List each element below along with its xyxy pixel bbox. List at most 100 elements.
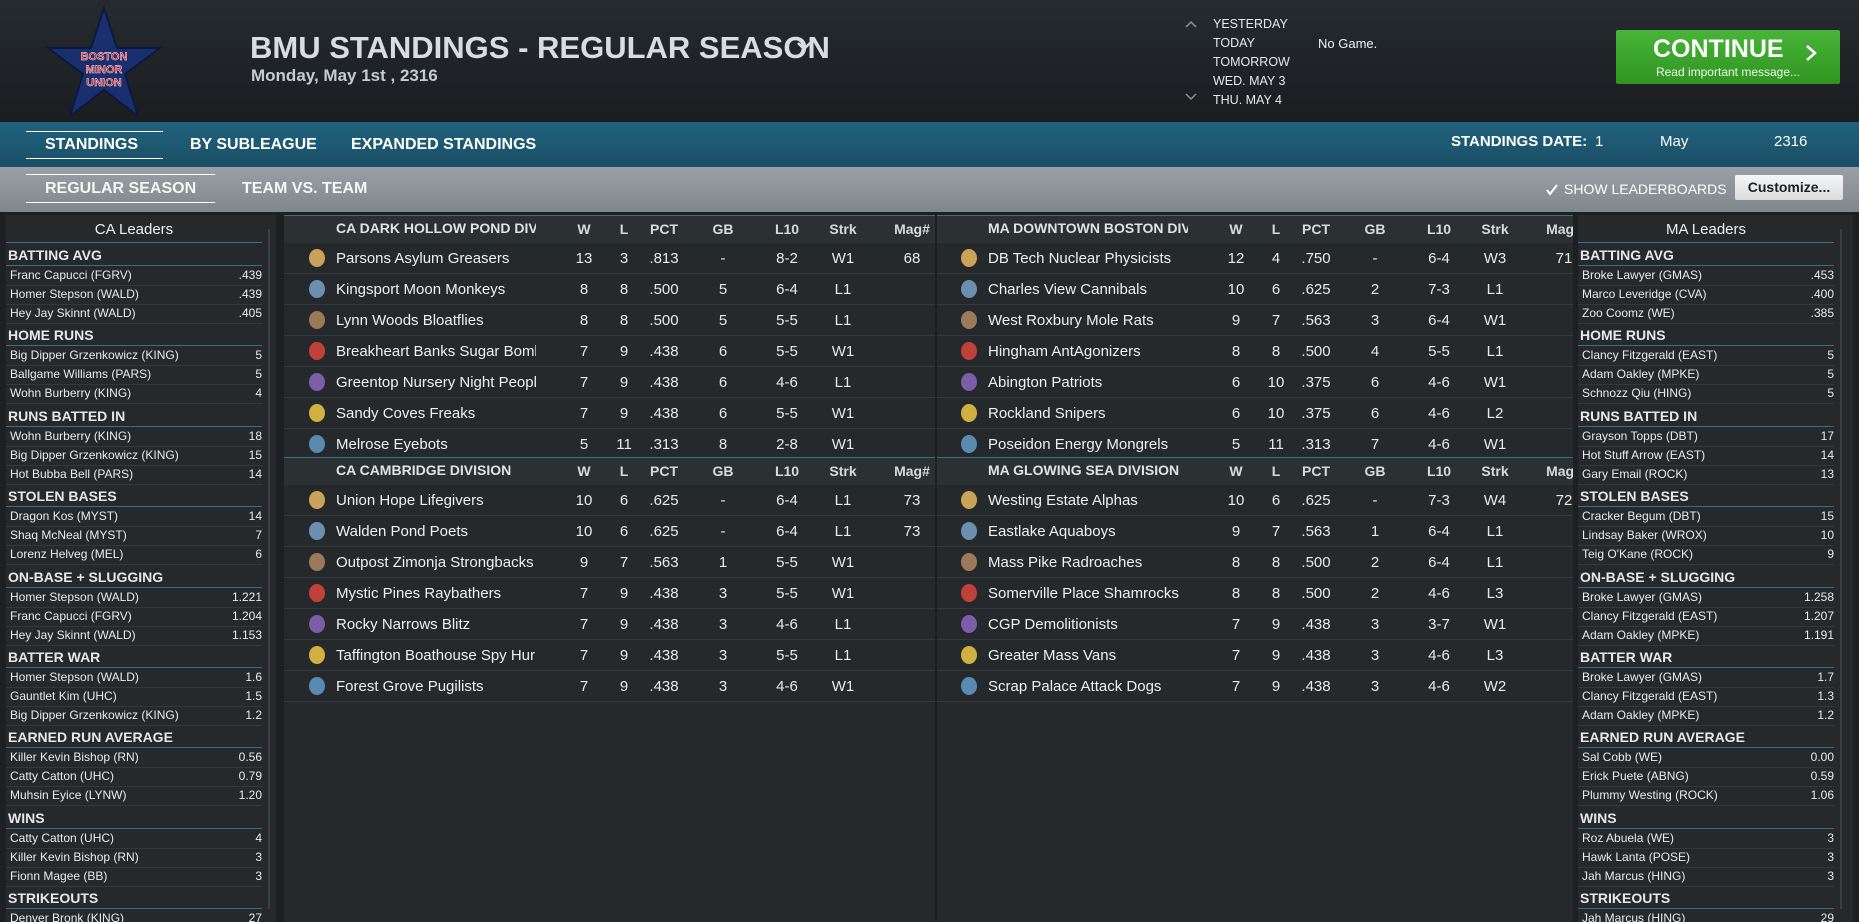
team-name[interactable]: Forest Grove Pugilists — [336, 678, 484, 695]
column-header[interactable]: Strk — [1481, 221, 1509, 237]
leader-name[interactable]: Cracker Begum (DBT) — [1582, 509, 1701, 524]
column-header[interactable]: GB — [1364, 221, 1386, 237]
schedule-day[interactable]: TODAY — [1213, 36, 1255, 50]
leader-name[interactable]: Jah Marcus (HING) — [1582, 911, 1686, 922]
leader-name[interactable]: Big Dipper Grzenkowicz (KING) — [10, 708, 179, 722]
team-name[interactable]: Walden Pond Poets — [336, 523, 469, 540]
team-name[interactable]: Greentop Nursery Night Peopl — [336, 374, 536, 391]
column-header[interactable]: Mag# — [894, 463, 930, 479]
leader-name[interactable]: Hawk Lanta (POSE) — [1582, 849, 1691, 864]
team-name[interactable]: DB Tech Nuclear Physicists — [988, 250, 1172, 267]
team-name[interactable]: Melrose Eyebots — [336, 436, 448, 453]
leader-name[interactable]: Killer Kevin Bishop (RN) — [10, 750, 139, 765]
leader-name[interactable]: Fionn Magee (BB) — [10, 868, 108, 883]
leader-name[interactable]: Big Dipper Grzenkowicz (KING) — [10, 447, 179, 462]
team-name[interactable]: Eastlake Aquaboys — [988, 523, 1116, 540]
leader-name[interactable]: Dragon Kos (MYST) — [10, 509, 119, 524]
leader-name[interactable]: Killer Kevin Bishop (RN) — [10, 849, 139, 864]
continue-button[interactable]: CONTINUE Read important message... — [1616, 30, 1840, 84]
team-name[interactable]: Rocky Narrows Blitz — [336, 616, 471, 633]
team-name[interactable]: Mystic Pines Raybathers — [336, 585, 502, 602]
team-name[interactable]: Breakheart Banks Sugar Bomb — [336, 343, 536, 360]
leader-name[interactable]: Big Dipper Grzenkowicz (KING) — [10, 348, 179, 363]
column-header[interactable]: W — [577, 463, 591, 479]
team-name[interactable]: Westing Estate Alphas — [988, 492, 1138, 509]
leader-name[interactable]: Catty Catton (UHC) — [10, 769, 115, 784]
column-header[interactable]: L10 — [1426, 221, 1452, 237]
team-name[interactable]: Outpost Zimonja Strongbacks — [336, 554, 534, 571]
leader-name[interactable]: Clancy Fitzgerald (EAST) — [1582, 608, 1718, 623]
column-header[interactable]: L10 — [774, 463, 800, 479]
subtab[interactable]: REGULAR SEASON — [45, 180, 197, 197]
standings-day[interactable]: 1 — [1595, 133, 1604, 150]
leader-name[interactable]: Grayson Topps (DBT) — [1582, 428, 1698, 443]
leader-name[interactable]: Wohn Burberry (KING) — [10, 386, 132, 401]
column-header[interactable]: Mag# — [1546, 463, 1573, 479]
leader-name[interactable]: Franc Capucci (FGRV) — [10, 268, 132, 282]
column-header[interactable]: W — [1229, 221, 1243, 237]
column-header[interactable]: PCT — [1302, 221, 1330, 237]
leader-name[interactable]: Broke Lawyer (GMAS) — [1582, 670, 1703, 684]
schedule-day[interactable]: WED. MAY 3 — [1213, 74, 1286, 88]
schedule-arrows[interactable] — [1183, 16, 1199, 106]
team-name[interactable]: Rockland Snipers — [988, 405, 1106, 422]
leader-name[interactable]: Teig O'Kane (ROCK) — [1582, 547, 1693, 562]
leader-name[interactable]: Clancy Fitzgerald (EAST) — [1582, 348, 1718, 363]
leader-name[interactable]: Gauntlet Kim (UHC) — [10, 689, 117, 703]
column-header[interactable]: L — [619, 221, 629, 237]
standings-year[interactable]: 2316 — [1774, 133, 1808, 150]
leader-name[interactable]: Hey Jay Skinnt (WALD) — [10, 306, 136, 320]
column-header[interactable]: L10 — [774, 221, 800, 237]
leader-name[interactable]: Jah Marcus (HING) — [1582, 868, 1686, 883]
column-header[interactable]: W — [577, 221, 591, 237]
leader-name[interactable]: Hey Jay Skinnt (WALD) — [10, 627, 136, 642]
tab[interactable]: STANDINGS — [45, 136, 139, 153]
leader-name[interactable]: Schnozz Qiu (HING) — [1582, 386, 1692, 401]
team-name[interactable]: Poseidon Energy Mongrels — [988, 436, 1169, 453]
leader-name[interactable]: Plummy Westing (ROCK) — [1582, 788, 1718, 803]
leader-name[interactable]: Adam Oakley (MPKE) — [1582, 627, 1700, 642]
team-name[interactable]: Lynn Woods Bloatflies — [336, 312, 484, 329]
leader-name[interactable]: Lorenz Helveg (MEL) — [10, 547, 124, 562]
team-name[interactable]: Charles View Cannibals — [988, 281, 1147, 298]
column-header[interactable]: PCT — [1302, 463, 1330, 479]
team-name[interactable]: Abington Patriots — [988, 374, 1103, 391]
leader-name[interactable]: Zoo Coomz (WE) — [1582, 306, 1675, 320]
schedule-day[interactable]: YESTERDAY — [1213, 17, 1288, 31]
leader-name[interactable]: Adam Oakley (MPKE) — [1582, 708, 1700, 722]
dropdown-arrow[interactable] — [796, 40, 812, 52]
leader-name[interactable]: Lindsay Baker (WROX) — [1582, 528, 1707, 543]
leader-name[interactable]: Adam Oakley (MPKE) — [1582, 367, 1700, 382]
column-header[interactable]: L — [619, 463, 629, 479]
column-header[interactable]: GB — [1364, 463, 1386, 479]
leader-name[interactable]: Hot Bubba Bell (PARS) — [10, 466, 134, 481]
team-name[interactable]: Sandy Coves Freaks — [336, 405, 476, 422]
leader-name[interactable]: Homer Stepson (WALD) — [10, 287, 139, 301]
team-name[interactable]: CGP Demolitionists — [988, 616, 1118, 633]
leader-name[interactable]: Erick Puete (ABNG) — [1582, 769, 1689, 784]
team-name[interactable]: Taffington Boathouse Spy Hur — [336, 647, 536, 664]
standings-month[interactable]: May — [1660, 133, 1689, 150]
leader-name[interactable]: Roz Abuela (WE) — [1582, 830, 1675, 845]
show-leaderboards[interactable]: SHOW LEADERBOARDS — [1564, 181, 1727, 197]
team-name[interactable]: Hingham AntAgonizers — [988, 343, 1141, 360]
team-name[interactable]: Scrap Palace Attack Dogs — [988, 678, 1162, 695]
column-header[interactable]: Strk — [1481, 463, 1509, 479]
tab[interactable]: BY SUBLEAGUE — [190, 136, 317, 153]
leader-name[interactable]: Muhsin Eyice (LYNW) — [10, 788, 127, 803]
team-name[interactable]: Somerville Place Shamrocks — [988, 585, 1179, 602]
leader-name[interactable]: Hot Stuff Arrow (EAST) — [1582, 447, 1706, 462]
column-header[interactable]: Mag# — [894, 221, 930, 237]
leader-name[interactable]: Ballgame Williams (PARS) — [10, 367, 152, 382]
schedule-day[interactable]: THU. MAY 4 — [1213, 93, 1282, 107]
leader-name[interactable]: Gary Email (ROCK) — [1582, 466, 1688, 481]
team-name[interactable]: Mass Pike Radroaches — [988, 554, 1143, 571]
leader-name[interactable]: Catty Catton (UHC) — [10, 830, 115, 845]
column-header[interactable]: Mag# — [1546, 221, 1573, 237]
page-title[interactable]: BMU STANDINGS - REGULAR SEASON — [250, 30, 830, 65]
team-name[interactable]: Union Hope Lifegivers — [336, 492, 484, 509]
leader-name[interactable]: Homer Stepson (WALD) — [10, 589, 139, 604]
checkbox[interactable] — [1545, 183, 1559, 197]
leader-name[interactable]: Clancy Fitzgerald (EAST) — [1582, 689, 1718, 703]
column-header[interactable]: PCT — [650, 221, 678, 237]
